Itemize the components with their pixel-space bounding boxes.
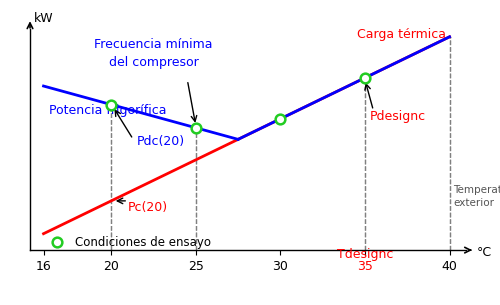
Text: Potencia frigorífica: Potencia frigorífica xyxy=(48,104,166,117)
Text: kW: kW xyxy=(34,12,53,24)
Text: Carga térmica: Carga térmica xyxy=(356,28,446,41)
Text: Pc(20): Pc(20) xyxy=(128,200,168,214)
Text: Tdesignc: Tdesignc xyxy=(337,248,393,261)
Text: °C: °C xyxy=(476,246,492,259)
Text: Pdesignc: Pdesignc xyxy=(370,110,426,123)
Text: Pdc(20): Pdc(20) xyxy=(136,135,184,148)
Text: Frecuencia mínima
del compresor: Frecuencia mínima del compresor xyxy=(94,38,212,69)
Text: Temperatura
exterior: Temperatura exterior xyxy=(453,185,500,208)
Legend: Condiciones de ensayo: Condiciones de ensayo xyxy=(40,231,216,254)
